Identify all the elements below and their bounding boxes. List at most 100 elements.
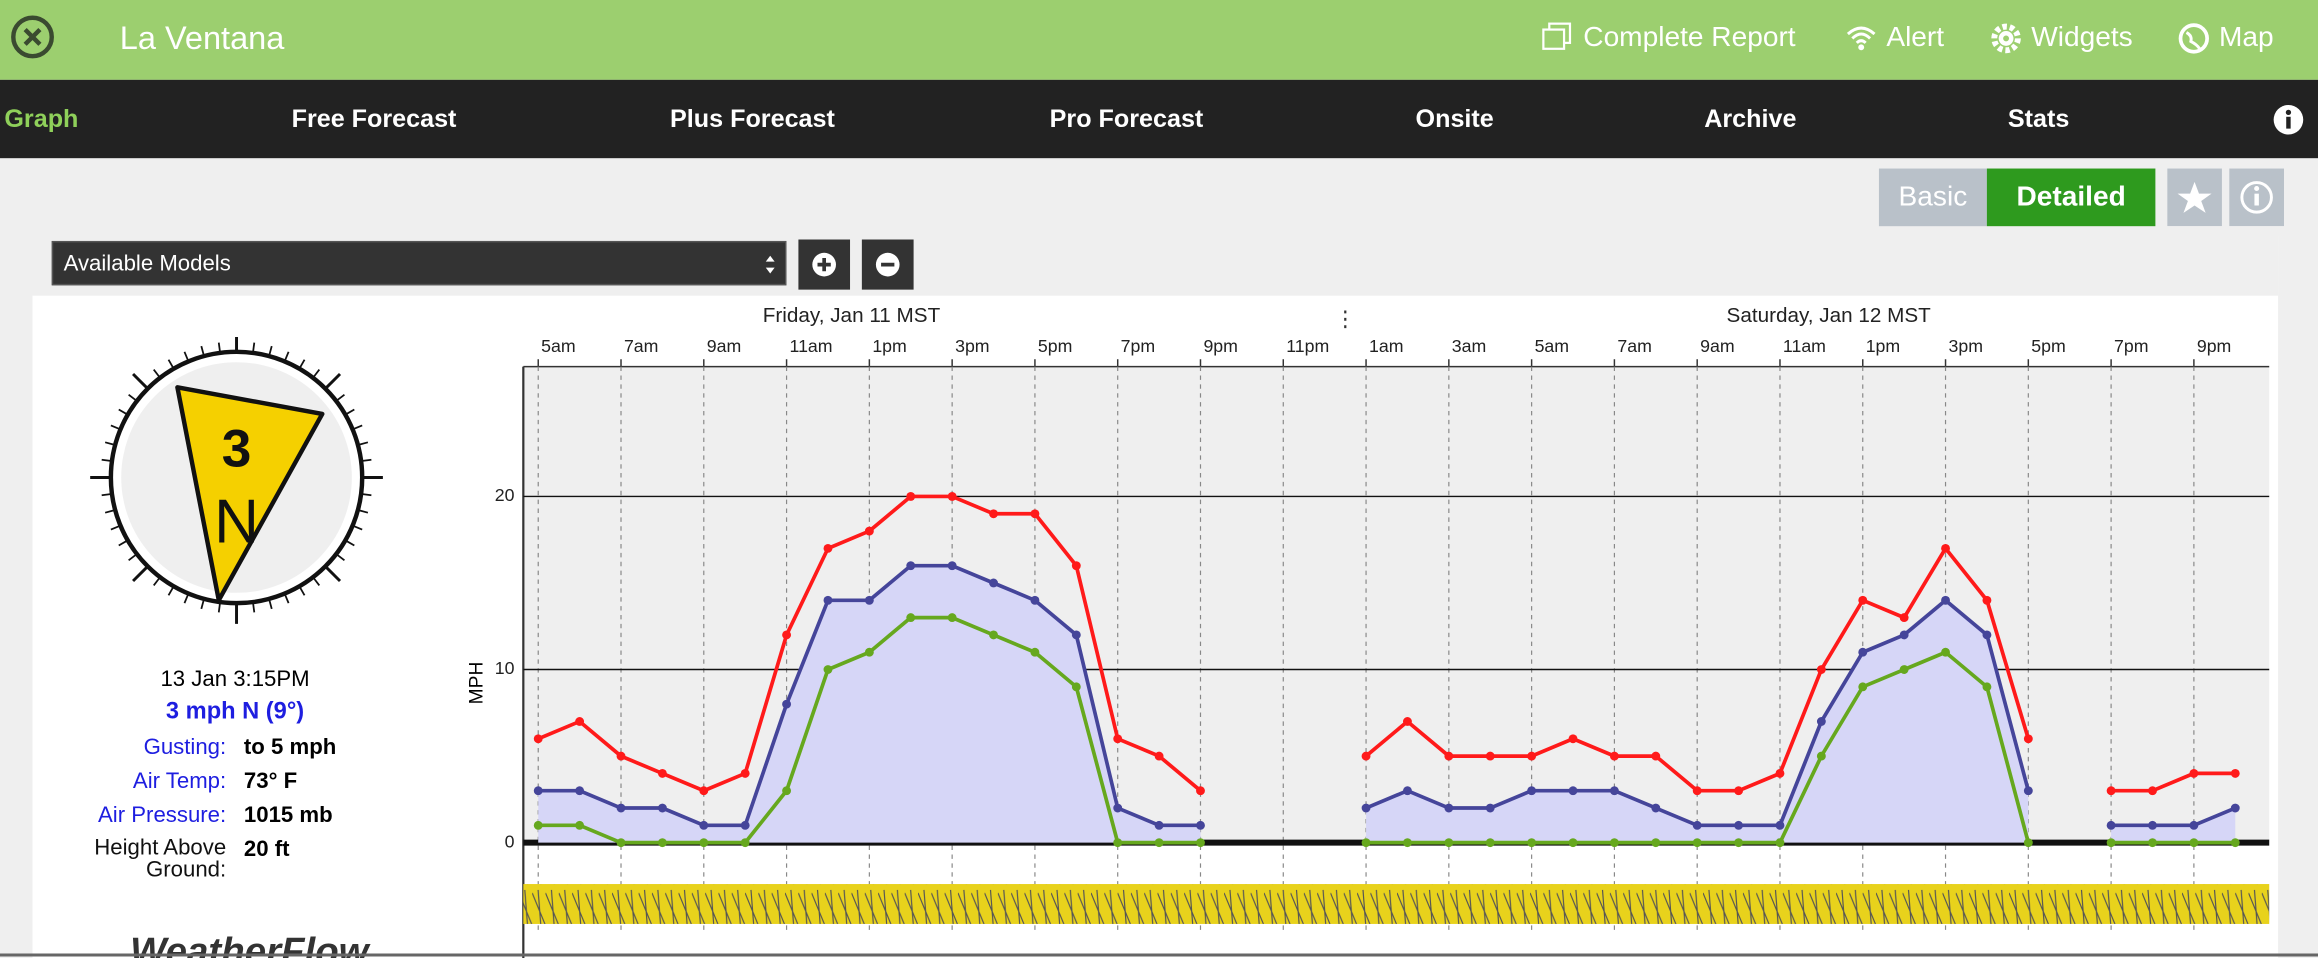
point — [533, 820, 543, 830]
nav-tab[interactable]: Graph — [4, 104, 79, 134]
point — [947, 561, 957, 571]
point — [575, 786, 585, 796]
model-select[interactable]: Available Models — [51, 240, 787, 286]
point — [699, 786, 709, 796]
point — [1113, 803, 1123, 813]
point — [1444, 751, 1454, 761]
toggle-option[interactable]: Basic — [1878, 168, 1987, 227]
series-area — [538, 565, 2236, 843]
point — [2023, 734, 2033, 744]
compass-tick — [110, 525, 120, 531]
header-link[interactable]: Widgets — [2031, 22, 2133, 54]
compass-direction: N — [214, 488, 259, 557]
point — [1485, 751, 1495, 761]
point — [1692, 786, 1702, 796]
point — [1609, 751, 1619, 761]
compass-tick — [104, 509, 114, 514]
x-tick-label: 1am — [1369, 336, 1403, 356]
point — [2106, 786, 2116, 796]
point — [782, 630, 792, 640]
point — [1651, 838, 1661, 848]
point — [947, 492, 957, 501]
point — [1030, 647, 1040, 657]
point — [989, 509, 998, 519]
x-tick-label: 9pm — [2197, 336, 2231, 356]
point — [1775, 820, 1785, 830]
toggle-option[interactable]: Detailed — [1986, 168, 2156, 227]
point — [699, 820, 709, 830]
x-tick-label: 9am — [707, 336, 741, 356]
point — [1196, 838, 1205, 848]
x-tick-label: 9pm — [1203, 336, 1237, 356]
point — [1154, 751, 1164, 761]
nav-tab[interactable]: Pro Forecast — [1049, 104, 1204, 134]
point — [1196, 786, 1205, 796]
compass-tick — [362, 458, 372, 462]
compass-tick — [167, 587, 174, 596]
nav-tab[interactable]: Onsite — [1415, 104, 1494, 134]
point — [2230, 838, 2240, 848]
compass-tick — [353, 424, 363, 430]
close-icon[interactable] — [9, 13, 56, 60]
point — [1361, 838, 1371, 848]
point — [1858, 595, 1868, 605]
point — [1403, 838, 1412, 848]
compass-tick — [252, 603, 256, 613]
compass-tick — [128, 554, 137, 561]
day-label: Saturday, Jan 12 MST — [1727, 304, 1932, 327]
point — [575, 820, 585, 830]
point — [2023, 838, 2033, 848]
point — [1527, 786, 1537, 796]
header-link[interactable]: Alert — [1886, 22, 1945, 54]
point — [616, 803, 626, 813]
point — [906, 492, 916, 501]
x-tick-label: 9am — [1700, 336, 1734, 356]
point — [1568, 734, 1578, 744]
point — [1568, 786, 1578, 796]
compass: 3 N — [90, 337, 383, 624]
point — [1941, 595, 1950, 605]
point — [2148, 838, 2157, 848]
point — [1485, 838, 1495, 848]
header: La Ventana Complete Report Alert Widgets… — [0, 0, 2318, 80]
row-label: Air Temp: — [132, 768, 227, 794]
x-tick-label: 7pm — [2114, 336, 2148, 356]
point — [2023, 786, 2033, 796]
icon-buttons[interactable] — [2167, 168, 2285, 227]
x-tick-label: 5am — [1535, 336, 1569, 356]
compass-tick — [313, 577, 321, 586]
compass-tick — [200, 345, 205, 355]
point — [823, 543, 833, 553]
y-tick-label: 10 — [495, 658, 515, 678]
select-arrow — [765, 255, 775, 274]
point — [1527, 838, 1537, 848]
x-tick-label: 3pm — [1948, 336, 1982, 356]
model-buttons[interactable] — [798, 239, 916, 290]
point — [989, 630, 998, 640]
point — [1775, 768, 1785, 778]
point — [1113, 838, 1123, 848]
row-value: 73° F — [243, 768, 298, 794]
widgets-icon — [1991, 23, 2021, 54]
point — [782, 699, 792, 709]
select-text: Available Models — [63, 251, 231, 277]
nav-tab[interactable]: Stats — [2007, 104, 2070, 134]
nav-tab[interactable]: Archive — [1704, 104, 1797, 134]
header-link[interactable]: Map — [2218, 22, 2274, 54]
point — [740, 820, 750, 830]
point — [906, 613, 916, 623]
point — [1113, 734, 1123, 744]
day-label: Friday, Jan 11 MST — [763, 304, 941, 327]
nav-tab[interactable]: Plus Forecast — [670, 104, 835, 134]
nav-tab[interactable]: Free Forecast — [291, 104, 457, 134]
point — [616, 838, 626, 848]
header-link[interactable]: Complete Report — [1583, 22, 1796, 54]
point — [1030, 509, 1040, 519]
point — [575, 717, 585, 726]
info-icon[interactable] — [2272, 103, 2305, 136]
point — [823, 665, 833, 674]
point — [1609, 786, 1619, 796]
wind-reading: 3 mph N (9°) — [165, 699, 305, 725]
compass-tick — [284, 594, 290, 604]
